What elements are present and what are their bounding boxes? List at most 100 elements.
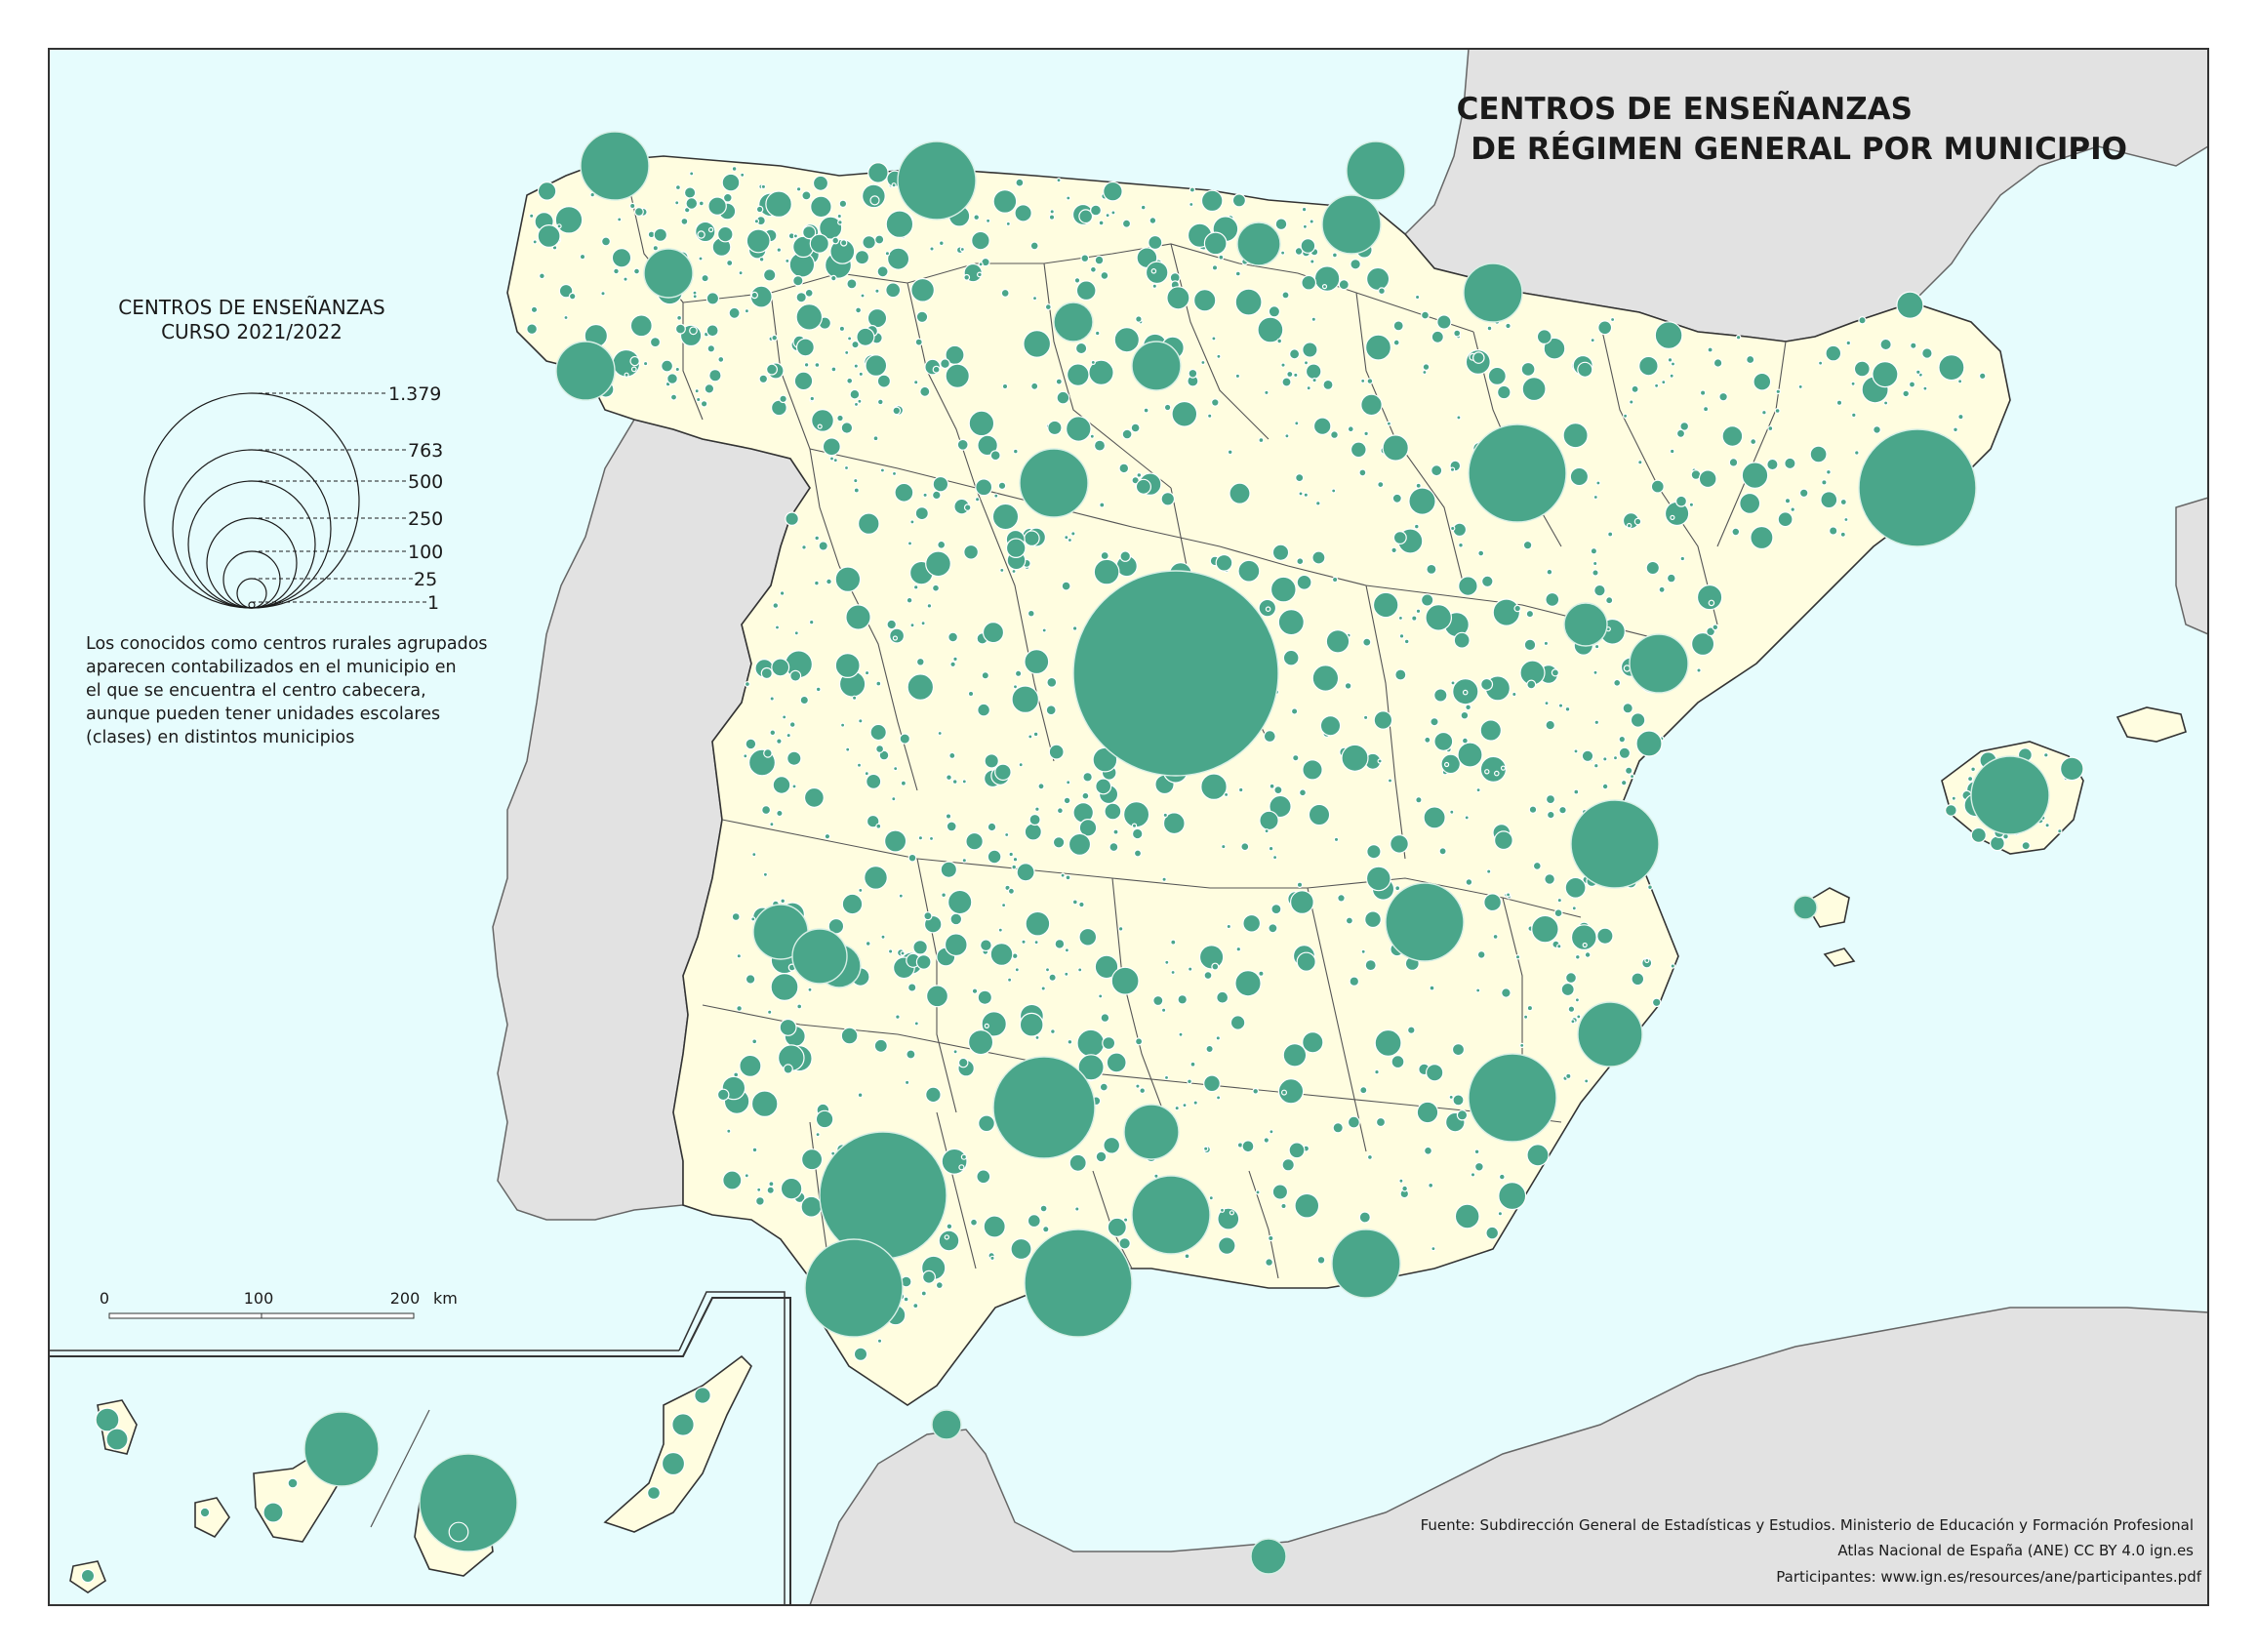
tenerife-bubble <box>303 1411 380 1487</box>
municipality-bubble <box>758 374 769 384</box>
municipality-bubble <box>1049 1028 1056 1034</box>
municipality-bubble <box>1149 217 1157 224</box>
municipality-bubble <box>632 267 640 275</box>
municipality-bubble <box>539 272 545 280</box>
municipality-bubble <box>884 251 891 257</box>
municipality-bubble <box>1426 563 1437 576</box>
municipality-bubble <box>1268 845 1274 852</box>
municipality-bubble <box>815 1109 834 1129</box>
municipality-bubble <box>1908 381 1916 388</box>
municipality-bubble <box>952 656 958 663</box>
municipality-bubble <box>716 225 734 243</box>
municipality-bubble <box>199 1507 211 1518</box>
municipality-bubble <box>1255 1189 1261 1195</box>
municipality-bubble <box>907 673 935 701</box>
municipality-bubble <box>1431 330 1444 343</box>
municipality-bubble <box>866 814 880 828</box>
municipality-bubble <box>1076 1028 1106 1058</box>
municipality-bubble <box>1325 628 1350 654</box>
municipality-bubble <box>1294 421 1300 426</box>
municipality-bubble <box>736 1004 743 1012</box>
municipality-bubble <box>753 218 760 224</box>
municipality-bubble <box>698 200 705 207</box>
municipality-bubble <box>1075 280 1097 302</box>
municipality-bubble <box>856 762 863 768</box>
municipality-bubble <box>779 590 786 596</box>
municipality-bubble <box>921 1269 936 1284</box>
municipality-bubble <box>1311 377 1317 383</box>
municipality-bubble <box>1450 680 1456 686</box>
municipality-bubble <box>1766 458 1779 471</box>
municipality-bubble <box>793 630 799 636</box>
caceres-bubble <box>791 928 848 985</box>
municipality-bubble <box>1048 214 1056 221</box>
municipality-bubble <box>1211 962 1220 971</box>
municipality-bubble <box>1330 430 1339 440</box>
municipality-bubble <box>1631 972 1645 987</box>
municipality-bubble <box>1750 525 1774 550</box>
municipality-bubble <box>917 835 924 841</box>
municipality-bubble <box>1257 316 1284 343</box>
municipality-bubble <box>1633 517 1642 526</box>
municipality-bubble <box>1102 1035 1116 1050</box>
municipality-bubble <box>836 213 843 220</box>
municipality-bubble <box>985 218 991 223</box>
municipality-bubble <box>537 224 561 249</box>
municipality-bubble <box>945 813 952 820</box>
municipality-bubble <box>743 753 748 759</box>
municipality-bubble <box>717 355 725 363</box>
municipality-bubble <box>1131 823 1138 828</box>
municipality-bubble <box>1362 637 1372 647</box>
municipality-bubble <box>860 293 866 299</box>
municipality-bubble <box>1292 754 1300 762</box>
palma-bubble <box>1970 755 2050 835</box>
municipality-bubble <box>1487 366 1507 385</box>
municipality-bubble <box>1014 967 1020 973</box>
municipality-bubble <box>1576 1014 1582 1020</box>
municipality-bubble <box>669 393 678 401</box>
municipality-bubble <box>973 214 981 222</box>
municipality-bubble <box>791 784 797 789</box>
municipality-bubble <box>1562 423 1589 449</box>
municipality-bubble <box>1296 574 1312 590</box>
municipality-bubble <box>704 383 715 394</box>
municipality-bubble <box>1269 794 1292 819</box>
municipality-bubble <box>1215 553 1233 572</box>
municipality-bubble <box>880 934 886 940</box>
municipality-bubble <box>629 355 640 367</box>
municipality-bubble <box>1452 1094 1465 1107</box>
municipality-bubble <box>1464 815 1470 821</box>
municipality-bubble <box>1303 492 1310 498</box>
municipality-bubble <box>1229 1210 1235 1216</box>
municipality-bubble <box>1135 478 1152 495</box>
municipality-bubble <box>804 288 814 298</box>
municipality-bubble <box>1301 206 1308 213</box>
municipality-bubble <box>1631 384 1639 393</box>
municipality-bubble <box>932 365 941 374</box>
municipality-bubble <box>1835 399 1843 406</box>
municipality-bubble <box>1163 1074 1170 1081</box>
municipality-bubble <box>1056 807 1064 815</box>
municipality-bubble <box>907 853 917 863</box>
municipality-bubble <box>1543 337 1566 360</box>
municipality-bubble <box>846 278 858 290</box>
municipality-bubble <box>1601 783 1609 790</box>
municipality-bubble <box>1032 731 1039 738</box>
municipality-bubble <box>1602 756 1608 762</box>
municipality-bubble <box>1574 953 1581 960</box>
municipality-bubble <box>1597 320 1613 336</box>
municipality-bubble <box>701 273 709 283</box>
municipality-bubble <box>1358 468 1367 477</box>
municipality-bubble <box>940 358 950 370</box>
municipality-bubble <box>1493 830 1513 851</box>
municipality-bubble <box>1237 786 1244 793</box>
municipality-bubble <box>993 493 999 499</box>
municipality-bubble <box>1206 413 1213 419</box>
municipality-bubble <box>1492 933 1499 940</box>
municipality-bubble <box>1202 1146 1209 1152</box>
municipality-bubble <box>788 721 796 728</box>
municipality-bubble <box>1005 221 1011 226</box>
municipality-bubble <box>1270 576 1297 603</box>
municipality-bubble <box>949 661 956 668</box>
municipality-bubble <box>1408 487 1436 515</box>
